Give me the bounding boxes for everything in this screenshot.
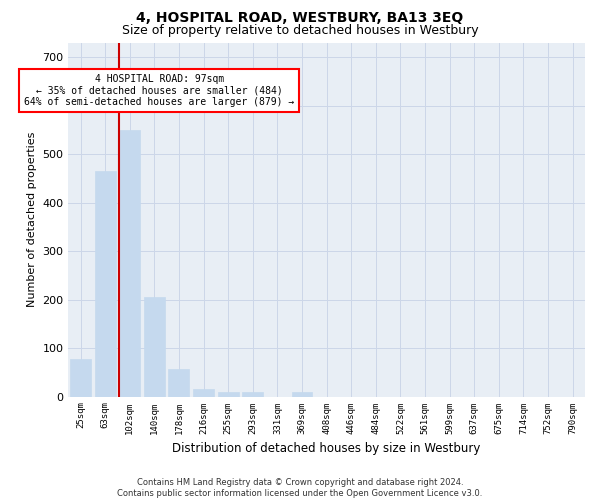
Bar <box>218 392 239 396</box>
Text: 4, HOSPITAL ROAD, WESTBURY, BA13 3EQ: 4, HOSPITAL ROAD, WESTBURY, BA13 3EQ <box>136 11 464 25</box>
Bar <box>144 297 165 396</box>
Y-axis label: Number of detached properties: Number of detached properties <box>26 132 37 307</box>
Bar <box>119 130 140 396</box>
Bar <box>193 390 214 396</box>
Bar <box>242 392 263 396</box>
Text: Contains HM Land Registry data © Crown copyright and database right 2024.
Contai: Contains HM Land Registry data © Crown c… <box>118 478 482 498</box>
Bar <box>169 369 190 396</box>
Bar <box>95 171 116 396</box>
Bar <box>70 358 91 397</box>
Bar <box>292 392 313 396</box>
Text: 4 HOSPITAL ROAD: 97sqm
← 35% of detached houses are smaller (484)
64% of semi-de: 4 HOSPITAL ROAD: 97sqm ← 35% of detached… <box>24 74 295 107</box>
X-axis label: Distribution of detached houses by size in Westbury: Distribution of detached houses by size … <box>172 442 481 455</box>
Text: Size of property relative to detached houses in Westbury: Size of property relative to detached ho… <box>122 24 478 37</box>
